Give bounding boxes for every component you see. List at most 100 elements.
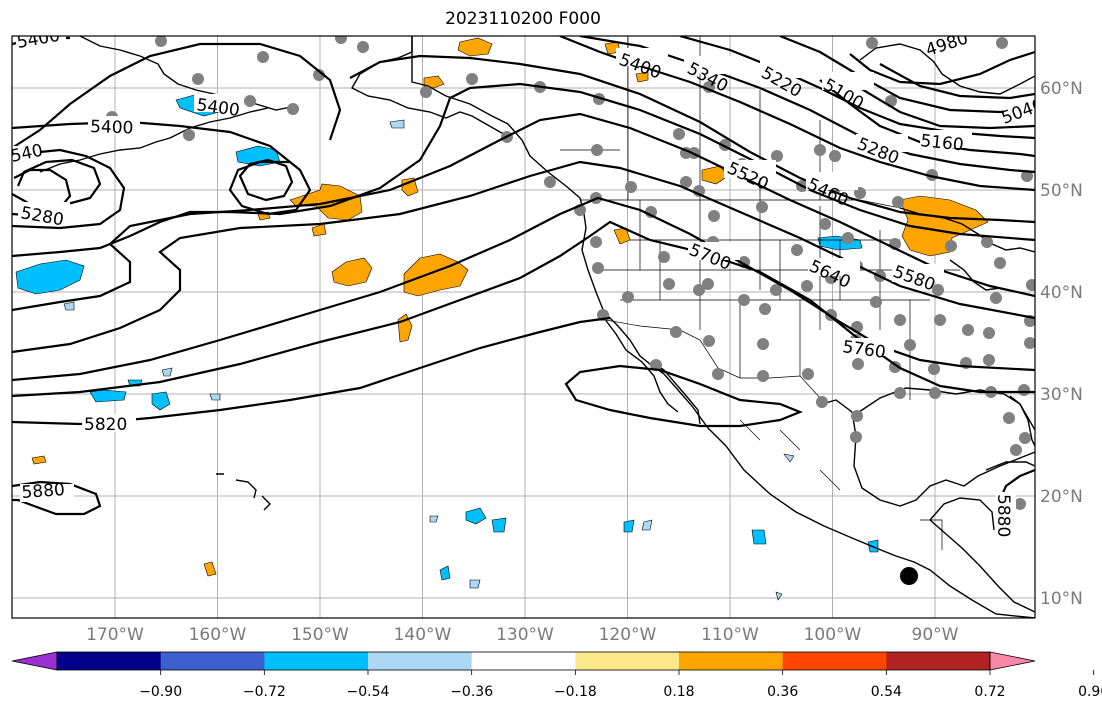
anomaly-patch xyxy=(429,515,439,523)
station-dot xyxy=(850,431,862,443)
longitude-label: 160°W xyxy=(189,625,247,645)
coastline-cuba xyxy=(985,461,1035,471)
station-dot xyxy=(852,358,864,370)
longitude-label: 150°W xyxy=(291,625,349,645)
station-dot xyxy=(708,210,720,222)
station-dot xyxy=(990,292,1002,304)
colorbar-segment xyxy=(575,652,680,670)
station-dot xyxy=(544,176,556,188)
contour-label: 5880 xyxy=(993,494,1013,537)
colorbar-segment xyxy=(160,652,265,670)
colorbar-tick-label: −0.36 xyxy=(450,684,493,700)
anomaly-patch xyxy=(161,367,173,377)
contour-5580 xyxy=(12,112,1035,312)
map-background xyxy=(12,36,1035,618)
station-dot xyxy=(155,36,167,47)
contour-5280b xyxy=(238,158,294,202)
station-dot xyxy=(693,284,705,296)
station-dot xyxy=(945,240,957,252)
colorbar-tick-label: 0.18 xyxy=(663,684,694,700)
station-dot xyxy=(673,128,685,140)
longitude-label: 110°W xyxy=(701,625,759,645)
colorbar: −0.90 −0.72 −0.54 −0.36 −0.18 0.18 0.36 0.54 0.7… xyxy=(11,651,1102,700)
border-canada-provinces xyxy=(560,36,821,200)
station-dot xyxy=(934,314,946,326)
longitude-label: 170°W xyxy=(86,625,144,645)
station-dot xyxy=(603,24,615,36)
station-dot xyxy=(625,181,637,193)
station-dot xyxy=(335,36,347,44)
weak-negative-anomaly-regions xyxy=(63,119,795,601)
station-dot xyxy=(851,410,863,422)
longitude-label: 90°W xyxy=(912,625,959,645)
station-dot xyxy=(670,326,682,338)
anomaly-patch xyxy=(899,195,989,257)
anomaly-patch xyxy=(15,259,85,295)
station-dot xyxy=(770,284,782,296)
colorbar-outline xyxy=(56,651,991,671)
longitude-labels: 170°W 160°W 150°W 140°W 130°W 120°W 110°W 100°W… xyxy=(86,625,959,645)
colorbar-segment xyxy=(264,652,369,670)
coastline-yucatan xyxy=(929,497,995,531)
coastline-florida xyxy=(1009,395,1035,447)
station-dot xyxy=(466,73,478,85)
longitude-label: 130°W xyxy=(496,625,554,645)
colorbar-tick-label: 0.90 xyxy=(1078,684,1102,700)
station-dot xyxy=(757,370,769,382)
anomaly-patch xyxy=(439,565,451,581)
anomaly-patch xyxy=(203,561,217,577)
station-dot xyxy=(771,150,783,162)
station-dot xyxy=(1021,170,1033,182)
station-dot xyxy=(357,41,369,53)
station-dot xyxy=(829,150,841,162)
station-dot xyxy=(757,338,769,350)
contour-5880 xyxy=(12,480,102,516)
contour-5760-loop xyxy=(564,364,803,428)
contour-5640 xyxy=(12,160,1035,354)
colorbar-segment xyxy=(782,652,887,670)
colorbar-segment xyxy=(886,652,991,670)
colorbar-tick-label: 0.72 xyxy=(974,684,1005,700)
station-dot xyxy=(738,294,750,306)
contour-5760 xyxy=(12,220,1035,398)
colorbar-extend-max xyxy=(989,651,1036,671)
station-dot xyxy=(1024,337,1035,349)
station-dot xyxy=(1019,432,1031,444)
highlight-station-dot xyxy=(900,567,918,585)
station-dot xyxy=(257,51,269,63)
station-dot xyxy=(894,314,906,326)
station-dot xyxy=(712,368,724,380)
colorbar-tick-label: −0.90 xyxy=(139,684,182,700)
map-frame xyxy=(11,35,1036,619)
contour-5220 xyxy=(679,36,1035,140)
station-dot xyxy=(650,359,662,371)
contour-5040 xyxy=(879,63,1035,100)
anomaly-patch xyxy=(775,591,783,601)
station-dot xyxy=(1010,444,1022,456)
border-mexico-states xyxy=(739,419,943,550)
colorbar-segment xyxy=(679,652,784,670)
station-dot xyxy=(590,236,602,248)
station-dot xyxy=(962,324,974,336)
contour-5520 xyxy=(12,82,1035,258)
colorbar-segment xyxy=(57,652,162,670)
anomaly-patch xyxy=(701,165,729,185)
colorbar-tick-label: −0.72 xyxy=(243,684,286,700)
contour-5400b xyxy=(12,120,312,216)
contour-label: 5880 xyxy=(21,480,66,503)
latitude-label: 50°N xyxy=(1040,181,1083,201)
station-dot xyxy=(802,368,814,380)
contour-upper-trough xyxy=(12,42,342,149)
station-dot xyxy=(983,354,995,366)
station-dot xyxy=(866,37,878,49)
longitude-label: 100°W xyxy=(804,625,862,645)
station-dot xyxy=(592,262,604,274)
colorbar-extend-min xyxy=(11,651,58,671)
station-dot xyxy=(756,201,768,213)
station-dot xyxy=(814,144,826,156)
contour-4980 xyxy=(849,50,1035,86)
anomaly-patch xyxy=(331,257,373,287)
station-dot xyxy=(842,232,854,244)
anomaly-patch xyxy=(31,455,47,465)
